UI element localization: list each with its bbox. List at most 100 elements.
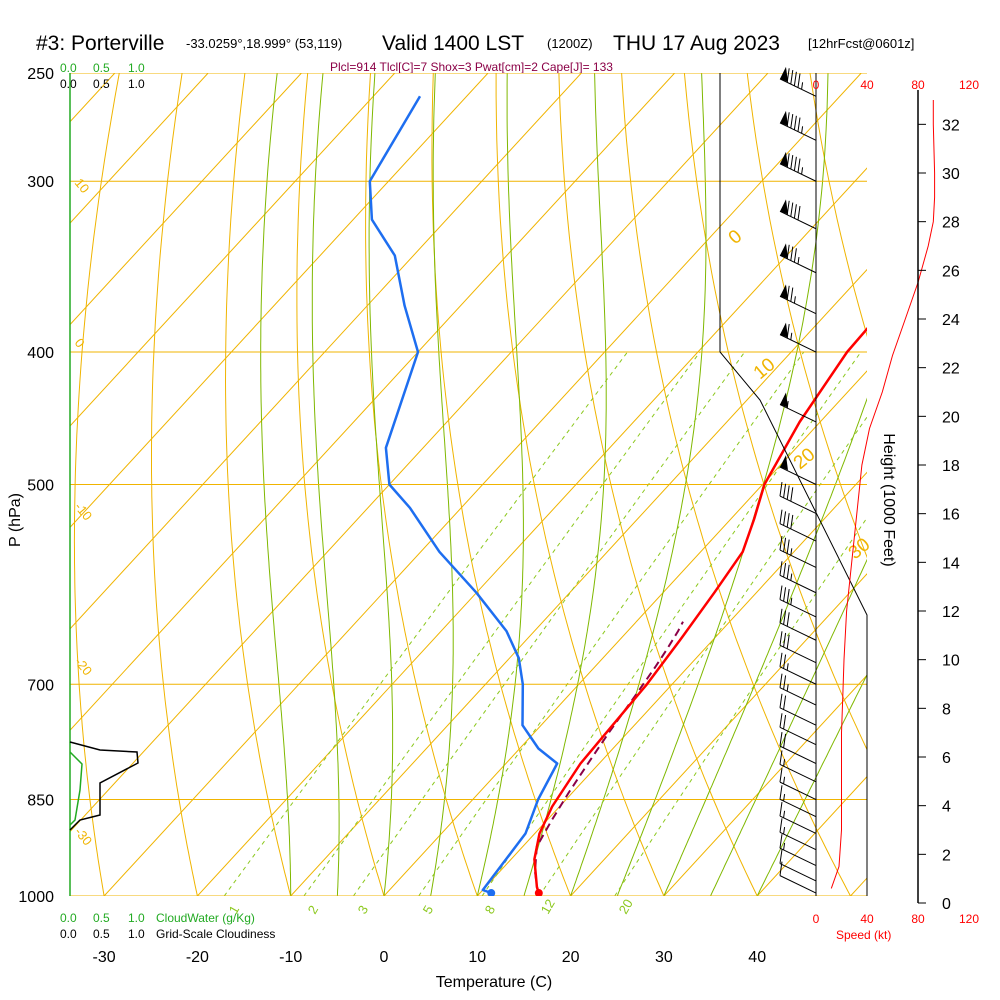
pressure-tick-label: 850 — [27, 793, 54, 810]
height-tick-label: 12 — [942, 604, 960, 621]
wind-barb-flag — [779, 284, 788, 300]
wind-barb-half — [783, 776, 786, 784]
cloud-water-label: CloudWater (g/Kg) — [156, 911, 255, 925]
wind-barb-feather — [790, 154, 794, 170]
wind-barb — [779, 481, 817, 514]
wind-barb-feather — [779, 561, 783, 576]
x-axis-label: Temperature (C) — [436, 974, 552, 991]
dry-adiabat-label: -30 — [72, 824, 96, 848]
wind-barb-shaft — [779, 815, 817, 834]
wind-barb — [779, 536, 817, 568]
dry-adiabat-line — [558, 73, 758, 896]
wind-barb — [779, 243, 817, 274]
wind-barb — [779, 284, 817, 315]
wind-barb — [779, 801, 817, 834]
cloudiness-profile — [69, 741, 139, 831]
background-lines — [70, 73, 1000, 896]
wind-barb-shaft — [779, 644, 817, 664]
temperature-tick-label: 40 — [748, 949, 766, 966]
wind-barb — [779, 693, 817, 726]
wind-barb-feather — [797, 158, 801, 173]
wind-barb-half — [797, 256, 800, 265]
pressure-tick-label: 500 — [27, 478, 54, 495]
station-title: #3: Porterville — [36, 32, 164, 55]
dry-adiabat-line — [936, 73, 1000, 896]
wind-barb-flag — [779, 110, 788, 126]
wind-barb-feather — [790, 70, 794, 85]
cloudiness-tick-bottom: 0.5 — [93, 927, 110, 941]
speed-tick-bottom: 0 — [813, 912, 820, 926]
wind-barb — [779, 110, 817, 141]
wind-barb-feather — [783, 537, 787, 552]
wind-barb-shaft — [779, 726, 817, 746]
forecast-label: [12hrFcst@0601z] — [808, 36, 914, 51]
wind-barb-feather — [783, 654, 787, 669]
cloudiness-tick-top: 1.0 — [128, 77, 145, 91]
wind-barb-feather — [783, 483, 787, 498]
wind-barb-half — [790, 573, 793, 581]
wind-barb-half — [786, 684, 789, 692]
wind-barb-feather — [786, 539, 790, 554]
y-axis-label: P (hPa) — [7, 493, 24, 547]
wind-barb — [779, 673, 817, 706]
wind-barb-feather — [793, 204, 797, 219]
height-tick-label: 10 — [942, 653, 960, 670]
height-tick-label: 24 — [942, 312, 960, 329]
wind-barb-feather — [793, 248, 797, 263]
isotherm-label: 30 — [845, 534, 875, 564]
wind-barb-feather — [783, 632, 787, 648]
wind-barb — [779, 151, 817, 182]
wind-barb-feather — [779, 536, 783, 551]
temperature-tick-label: 30 — [655, 949, 673, 966]
wind-barb-feather — [797, 73, 801, 88]
valid-time: Valid 1400 LST — [382, 32, 524, 55]
cloud-water-tick-top: 0.0 — [60, 61, 77, 75]
height-tick-label: 28 — [942, 215, 960, 232]
wind-barb-feather — [783, 610, 787, 625]
cloudiness-tick-top: 0.5 — [93, 77, 110, 91]
cloudiness-label: Grid-Scale Cloudiness — [156, 927, 275, 941]
wind-barb-flag — [779, 66, 788, 82]
mixing-ratio-label: 12 — [538, 896, 558, 916]
wind-barb-half — [801, 126, 804, 134]
mixing-ratio-line — [538, 416, 867, 896]
wind-barb-feather — [779, 818, 783, 833]
mixing-ratio-label: 2 — [305, 903, 322, 917]
height-tick-label: 8 — [942, 701, 951, 718]
wind-barb-half — [783, 759, 786, 767]
wind-barb-feather — [779, 673, 783, 688]
height-tick-label: 18 — [942, 458, 960, 475]
wind-barb-shaft — [779, 466, 817, 485]
wind-barb-feather — [783, 695, 787, 710]
wind-barb-half — [783, 826, 786, 835]
height-tick-label: 26 — [942, 263, 960, 280]
wind-barb-shaft — [779, 763, 817, 783]
forecast-date: THU 17 Aug 2023 — [613, 32, 780, 55]
moist-adiabat-line — [570, 73, 707, 896]
wind-barb-shaft — [779, 599, 817, 618]
wind-barb-feather — [793, 71, 797, 86]
isotherm-line — [663, 674, 867, 896]
wind-barb-shaft — [779, 831, 817, 851]
wind-barb-flag — [779, 455, 788, 471]
wind-barb — [779, 849, 817, 882]
moist-adiabat-line — [430, 73, 454, 896]
wind-barb-shaft — [779, 622, 817, 641]
dry-adiabat-label: -20 — [72, 654, 96, 678]
wind-barb-feather — [779, 713, 783, 728]
moist-adiabat-line — [756, 673, 867, 896]
wind-barb-shaft — [779, 523, 817, 542]
isotherm-line — [70, 73, 209, 224]
station-coords: -33.0259°,18.999° (53,119) — [186, 36, 342, 51]
height-axis-label: Height (1000 Feet) — [880, 433, 897, 566]
wind-barb-half — [790, 597, 793, 605]
pressure-tick-label: 300 — [27, 174, 54, 191]
wind-barb-feather — [793, 115, 797, 130]
wind-barb-feather — [790, 287, 794, 302]
profiles — [368, 95, 867, 896]
wind-barb — [779, 455, 817, 485]
cloud-water-tick-top: 0.5 — [93, 61, 110, 75]
height-tick-label: 14 — [942, 555, 960, 572]
wind-barb-shaft — [779, 666, 817, 685]
wind-barb-feather — [783, 714, 787, 730]
